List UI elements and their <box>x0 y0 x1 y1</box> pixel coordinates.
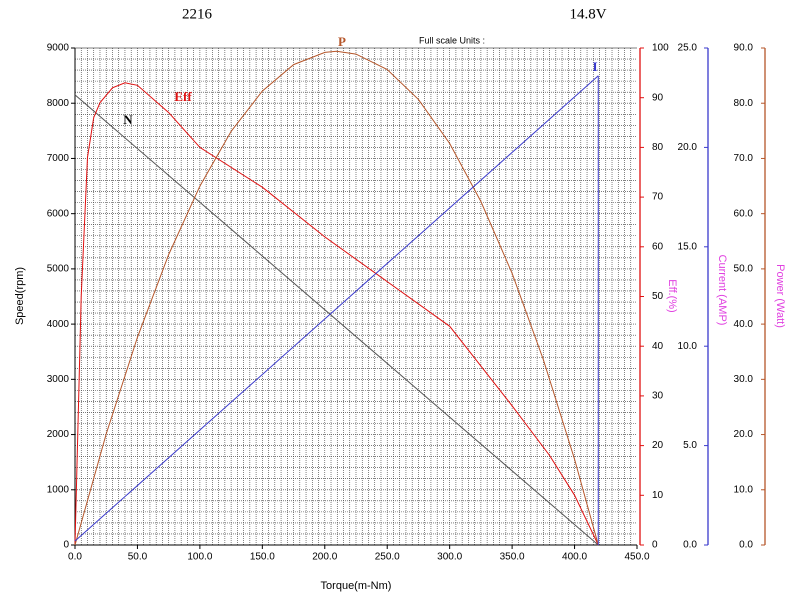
y3-axis-label: Current (AMP) <box>716 255 728 326</box>
y2-tick-label: 50 <box>652 291 664 302</box>
y4-tick-label: 60.0 <box>734 208 754 219</box>
y-axis-label: Speed(rpm) <box>14 267 26 325</box>
y3-tick-label: 0.0 <box>683 540 697 551</box>
x-tick-label: 300.0 <box>437 552 462 563</box>
y3-tick-label: 25.0 <box>678 43 698 54</box>
y2-tick-label: 100 <box>652 43 669 54</box>
x-tick-label: 350.0 <box>500 552 525 563</box>
y2-axis-label: Eff.(%) <box>666 279 678 312</box>
y-tick-label: 5000 <box>47 264 70 275</box>
x-tick-label: 400.0 <box>562 552 587 563</box>
y3-tick-label: 5.0 <box>683 440 697 451</box>
y3-tick-label: 10.0 <box>678 341 698 352</box>
y-tick-label: 8000 <box>47 98 70 109</box>
series-line <box>74 75 599 542</box>
y-tick-label: 4000 <box>47 319 70 330</box>
y-tick-label: 1000 <box>47 484 70 495</box>
y2-tick-label: 0 <box>652 540 658 551</box>
y2-tick-label: 90 <box>652 92 664 103</box>
y4-tick-label: 0.0 <box>739 540 753 551</box>
y2-tick-label: 40 <box>652 341 664 352</box>
y2-tick-label: 60 <box>652 241 664 252</box>
series-label: Eff <box>174 89 192 104</box>
y2-tick-label: 80 <box>652 142 664 153</box>
series-label: P <box>338 34 346 49</box>
y4-tick-label: 30.0 <box>734 374 754 385</box>
chart-subtitle: 14.8V <box>569 6 606 22</box>
x-tick-label: 250.0 <box>375 552 400 563</box>
series-line <box>74 82 599 546</box>
x-tick-label: 200.0 <box>312 552 337 563</box>
y3-tick-label: 15.0 <box>678 241 698 252</box>
y-tick-label: 3000 <box>47 374 70 385</box>
series-line <box>74 94 599 546</box>
annotation: Full scale Units : <box>419 35 485 45</box>
y4-tick-label: 80.0 <box>734 98 754 109</box>
y2-tick-label: 20 <box>652 440 664 451</box>
series-label: N <box>123 112 133 127</box>
y4-axis-label: Power (Watt) <box>774 264 786 328</box>
y-tick-label: 7000 <box>47 153 70 164</box>
y4-tick-label: 20.0 <box>734 429 754 440</box>
chart-title: 2216 <box>182 6 213 22</box>
y-tick-label: 9000 <box>47 43 70 54</box>
x-tick-label: 100.0 <box>187 552 212 563</box>
y4-tick-label: 70.0 <box>734 153 754 164</box>
y2-tick-label: 10 <box>652 490 664 501</box>
x-axis-label: Torque(m-Nm) <box>321 580 392 592</box>
y4-tick-label: 50.0 <box>734 264 754 275</box>
y-tick-label: 6000 <box>47 208 70 219</box>
y4-tick-label: 10.0 <box>734 484 754 495</box>
y2-tick-label: 30 <box>652 391 664 402</box>
y-tick-label: 0 <box>63 540 69 551</box>
y2-tick-label: 70 <box>652 192 664 203</box>
series-line <box>74 50 599 546</box>
x-tick-label: 450.0 <box>624 552 649 563</box>
x-tick-label: 50.0 <box>128 552 148 563</box>
y4-tick-label: 90.0 <box>734 43 754 54</box>
x-tick-label: 0.0 <box>68 552 82 563</box>
x-tick-label: 150.0 <box>250 552 275 563</box>
y4-tick-label: 40.0 <box>734 319 754 330</box>
y3-tick-label: 20.0 <box>678 142 698 153</box>
series-label: I <box>592 59 597 74</box>
y-tick-label: 2000 <box>47 429 70 440</box>
